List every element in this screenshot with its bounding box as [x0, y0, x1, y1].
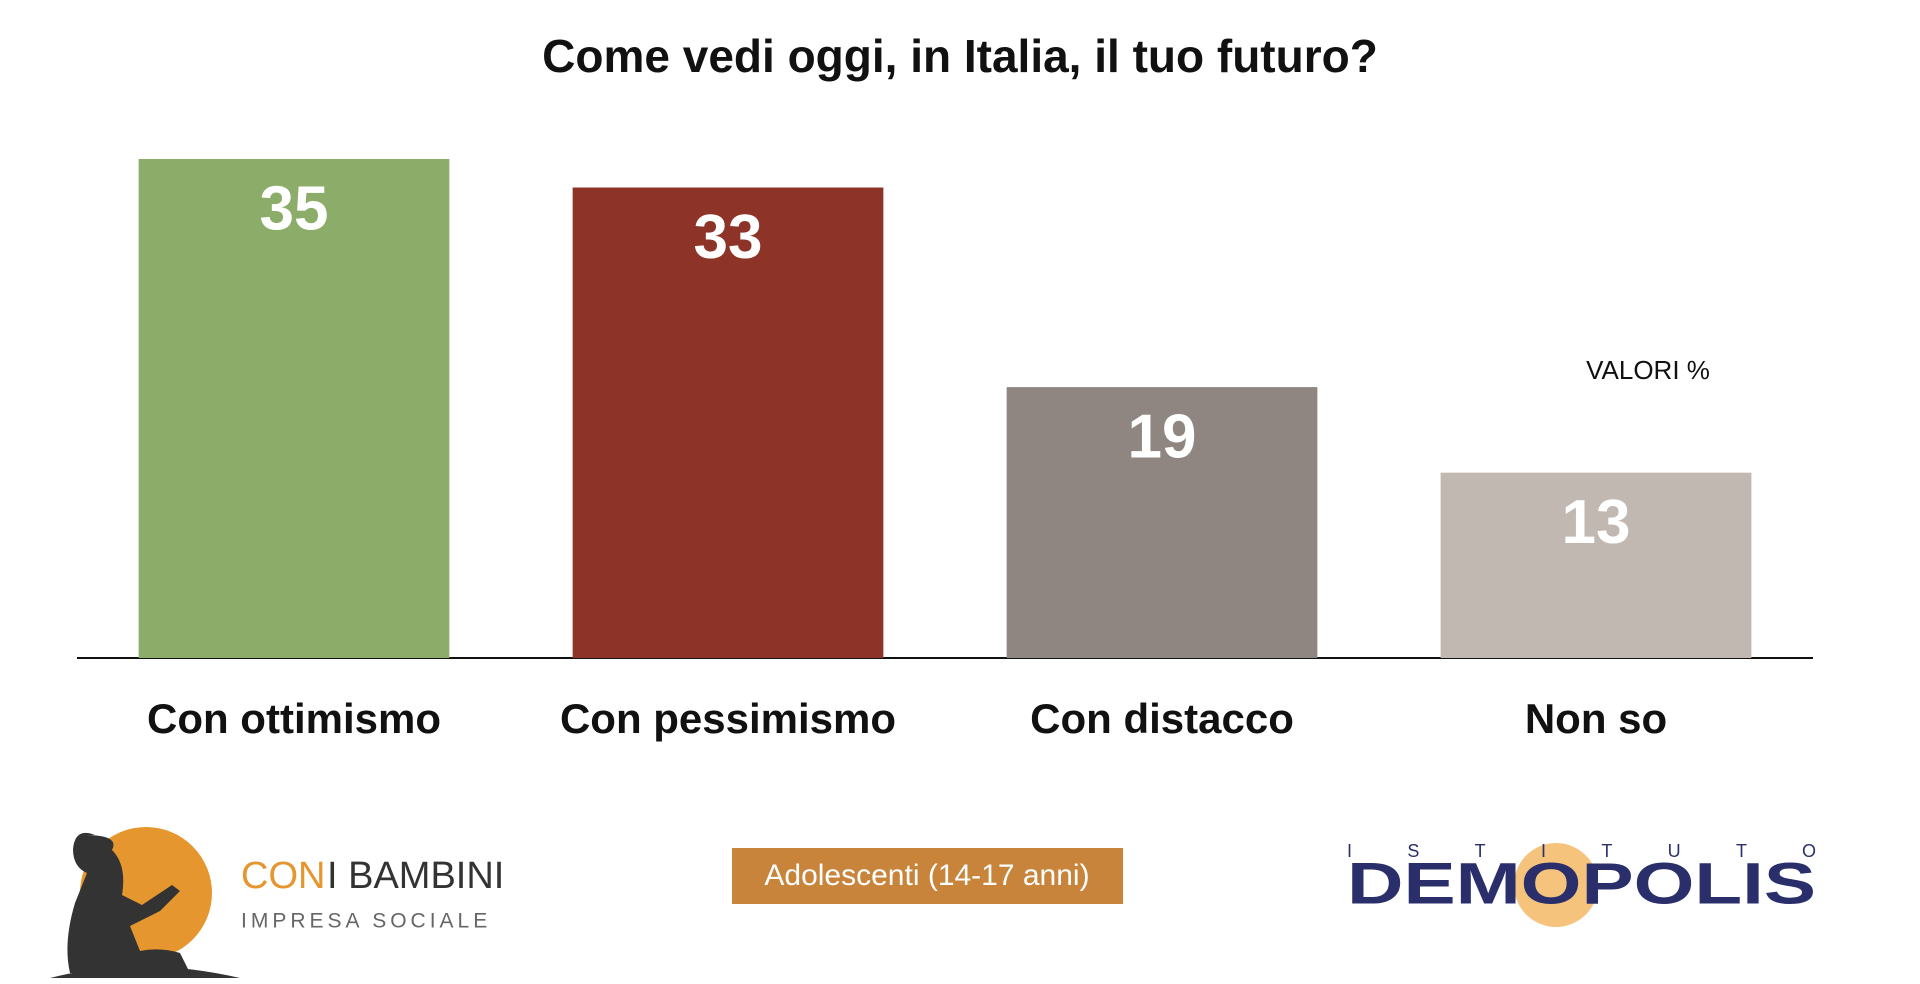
value-label: 13 — [1562, 488, 1631, 557]
x-tick-label: Non so — [1525, 695, 1667, 742]
x-tick-label: Con pessimismo — [560, 695, 896, 742]
logo-text: I BAMBINI — [327, 855, 504, 897]
x-tick-label: Con distacco — [1030, 695, 1294, 742]
right-logo: ISTITUTO DEMOPOLIS — [1347, 841, 1816, 927]
bar — [1006, 387, 1318, 658]
x-tick-label: Con ottimismo — [147, 695, 441, 742]
subtitle: Adolescenti (14-17 anni) — [764, 859, 1089, 892]
value-label: 35 — [260, 174, 329, 243]
logo-glow — [1514, 843, 1598, 927]
value-label: 19 — [1128, 402, 1197, 471]
subtitle-box — [732, 848, 1123, 904]
note: VALORI % — [1586, 355, 1710, 385]
logo-text: CON — [241, 855, 325, 897]
left-logo: CON I BAMBINI IMPRESA SOCIALE — [50, 827, 504, 978]
bar — [1440, 472, 1752, 658]
chart-title: Come vedi oggi, in Italia, il tuo futuro… — [542, 30, 1378, 82]
bar — [572, 187, 884, 658]
value-label: 33 — [694, 203, 763, 272]
logo-child — [67, 832, 190, 977]
bar — [138, 159, 450, 658]
logo-text: DEMOPOLIS — [1347, 851, 1816, 916]
logo-text: IMPRESA SOCIALE — [241, 910, 491, 933]
